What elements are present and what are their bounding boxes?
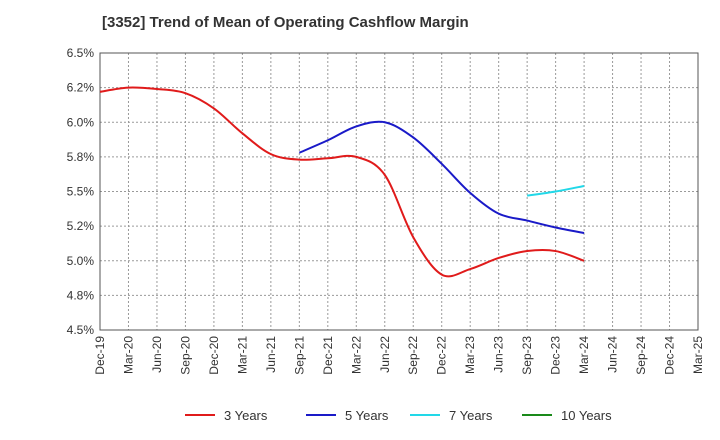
series-layer xyxy=(99,86,585,278)
x-tick-label: Dec-23 xyxy=(549,336,563,375)
x-tick-label: Jun-20 xyxy=(150,336,164,373)
plot-frame xyxy=(99,52,699,331)
x-tick-label: Mar-20 xyxy=(121,336,135,374)
x-tick-label: Dec-24 xyxy=(663,336,677,375)
x-tick-label: Mar-25 xyxy=(691,336,705,374)
x-tick-label: Dec-19 xyxy=(93,336,107,375)
legend-label: 7 Years xyxy=(449,408,493,423)
x-tick-label: Jun-21 xyxy=(264,336,278,373)
x-tick-label: Sep-21 xyxy=(292,336,306,375)
x-tick-label: Sep-22 xyxy=(406,336,420,375)
series-line-5-years xyxy=(298,120,585,235)
y-tick-label: 4.5% xyxy=(67,323,95,337)
x-tick-label: Mar-24 xyxy=(577,336,591,374)
legend: 3 Years 5 Years 7 Years 10 Years xyxy=(185,408,612,423)
y-tick-label: 5.5% xyxy=(67,185,95,199)
x-tick-label: Jun-24 xyxy=(606,336,620,373)
y-tick-label: 5.2% xyxy=(67,219,95,233)
series-line-7-years xyxy=(526,184,585,197)
x-tick-label: Sep-24 xyxy=(634,336,648,375)
x-tick-label: Mar-21 xyxy=(235,336,249,374)
y-tick-label: 5.0% xyxy=(67,254,95,268)
chart-title: [3352] Trend of Mean of Operating Cashfl… xyxy=(102,14,469,31)
x-tick-label: Jun-23 xyxy=(492,336,506,373)
y-tick-label: 5.8% xyxy=(67,150,95,164)
x-tick-label: Dec-22 xyxy=(435,336,449,375)
axis-layer: 4.5% 4.8% 5.0% 5.2% 5.5% 5.8% 6.0% 6.2% 6.5% Dec-… xyxy=(67,46,705,375)
y-tick-label: 6.0% xyxy=(67,115,95,129)
y-tick-label: 6.5% xyxy=(67,46,95,60)
series-line-3-years xyxy=(99,86,585,278)
x-tick-label: Mar-23 xyxy=(463,336,477,374)
y-tick-label: 6.2% xyxy=(67,81,95,95)
legend-label: 5 Years xyxy=(345,408,389,423)
x-tick-label: Mar-22 xyxy=(349,336,363,374)
x-tick-label: Sep-23 xyxy=(520,336,534,375)
x-tick-label: Dec-20 xyxy=(207,336,221,375)
x-tick-label: Dec-21 xyxy=(321,336,335,375)
legend-label: 10 Years xyxy=(561,408,612,423)
x-tick-label: Jun-22 xyxy=(378,336,392,373)
x-tick-label: Sep-20 xyxy=(178,336,192,375)
legend-label: 3 Years xyxy=(224,408,268,423)
y-tick-label: 4.8% xyxy=(67,288,95,302)
